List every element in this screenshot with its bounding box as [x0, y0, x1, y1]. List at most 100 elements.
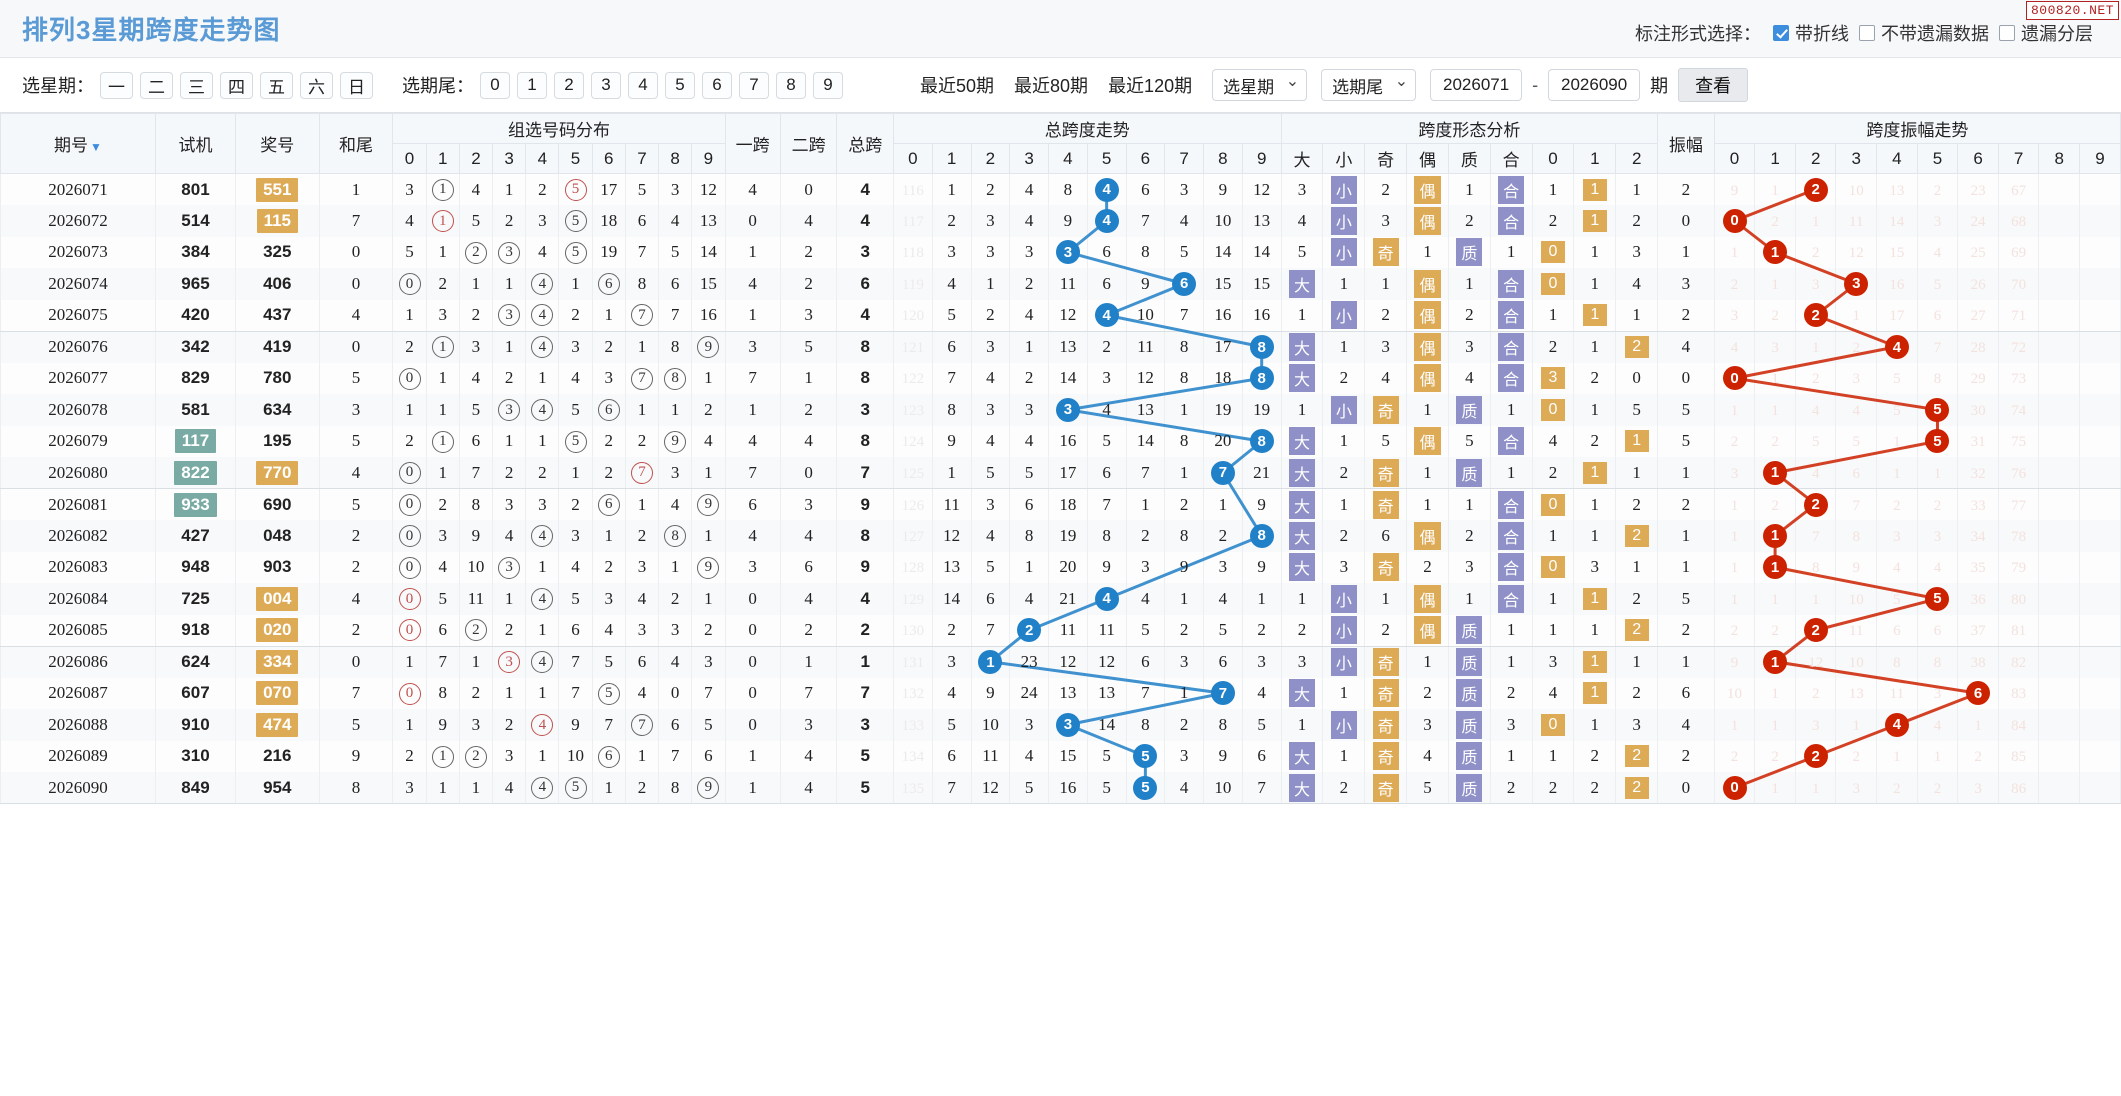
cell-zhenfu-dot: 2	[1794, 173, 1837, 205]
cell-xingtai: 4	[1615, 268, 1659, 300]
table-row[interactable]: 2026072 514 115 7 4 1 5 2 3 5 18 6 4 13 0 4 4 117 2 3 4 9 4 7 4 1…	[0, 205, 2121, 237]
tail-pill-8[interactable]: 8	[776, 71, 806, 99]
checkbox-no-missing-data[interactable]	[1859, 25, 1875, 41]
week-pill-1[interactable]: 一	[100, 71, 133, 99]
tail-pill-9[interactable]: 9	[813, 71, 843, 99]
table-row[interactable]: 2026090 849 954 8 3 1 1 4 4 5 1 2 8 9 1 4 5 135 7 12 5 16 5 5 4 1…	[0, 772, 2121, 804]
shape-chip: 质	[1456, 648, 1483, 676]
week-pill-5[interactable]: 五	[260, 71, 293, 99]
table-row[interactable]: 2026081 933 690 5 0 2 8 3 3 2 6 1 4 9 6 3 9 126 11 3 6 18 7 1 2 1…	[0, 488, 2121, 520]
cell-trend-miss: 3	[931, 236, 972, 268]
table-row[interactable]: 2026076 342 419 0 2 1 3 1 4 3 2 1 8 9 3 5 8 121 6 3 1 13 2 11 8 1…	[0, 331, 2121, 363]
cell-zuxuan-miss: 2	[691, 614, 726, 647]
checkbox-missing-layers[interactable]	[1999, 25, 2015, 41]
tail-pill-5[interactable]: 5	[665, 71, 695, 99]
table-row[interactable]: 2026071 801 551 1 3 1 4 1 2 5 17 5 3 12 4 0 4 116 1 2 4 8 4 6 3 9…	[0, 173, 2121, 205]
table-row[interactable]: 2026078 581 634 3 1 1 5 3 4 5 6 1 1 2 1 2 3 123 8 3 3 3 4 13 1 19…	[0, 394, 2121, 426]
cell-qihao: 2026084	[0, 583, 156, 615]
table-row[interactable]: 2026075 420 437 4 1 3 2 3 4 2 1 7 7 16 1 3 4 120 5 2 4 12 4 10 7…	[0, 299, 2121, 332]
range-end-input[interactable]	[1548, 69, 1641, 101]
cell-zhenfu-miss: 8	[1916, 362, 1959, 394]
option-missing-layers[interactable]: 遗漏分层	[1999, 20, 2093, 46]
table-row[interactable]: 2026089 310 216 9 2 1 2 3 1 10 6 1 7 6 1 4 5 134 6 11 4 15 5 5 3…	[0, 740, 2121, 772]
shape-chip: 1	[1582, 209, 1607, 232]
tail-pill-6[interactable]: 6	[702, 71, 732, 99]
cell-trend-miss: 6	[970, 583, 1011, 615]
tail-select[interactable]: 选期尾	[1321, 69, 1417, 101]
checkbox-with-polyline[interactable]	[1773, 25, 1789, 41]
table-row[interactable]: 2026085 918 020 2 0 6 2 2 1 6 4 3 3 2 0 2 2 130 2 7 2 11 11 5 2 5…	[0, 614, 2121, 647]
table-row[interactable]: 2026087 607 070 7 0 8 2 1 1 7 5 4 0 7 0 7 7 132 4 9 24 13 13 7 1…	[0, 677, 2121, 709]
cell-zhenfu-miss: 35	[1957, 551, 1999, 583]
tail-pill-0[interactable]: 0	[480, 71, 510, 99]
cell-jianghao: 325	[234, 236, 320, 268]
tail-pill-3[interactable]: 3	[591, 71, 621, 99]
view-button[interactable]: 查看	[1678, 68, 1749, 102]
cell-trend-miss: 126	[893, 488, 933, 520]
cell-ou: 偶	[1406, 614, 1449, 647]
table-row[interactable]: 2026088 910 474 5 1 9 3 2 4 9 7 7 6 5 0 3 3 133 5 10 3 3 14 8 2 8…	[0, 709, 2121, 741]
week-pill-4[interactable]: 四	[220, 71, 253, 99]
range-start-input[interactable]	[1430, 69, 1523, 101]
tail-pill-1[interactable]: 1	[517, 71, 547, 99]
option-with-polyline[interactable]: 带折线	[1773, 20, 1849, 46]
tail-pill-2[interactable]: 2	[554, 71, 584, 99]
cell-zuxuan-miss: 1	[691, 583, 726, 615]
cell-zhenfu-dot: 2	[1794, 740, 1837, 772]
zuxuan-ball: 0	[398, 273, 421, 295]
th-qihao[interactable]: 期号 ▼	[0, 113, 156, 174]
table-row[interactable]: 2026074 965 406 0 0 2 1 1 4 1 6 8 6 15 4 2 6 119 4 1 2 11 6 9 6 1…	[0, 268, 2121, 300]
cell-zhenfu-miss: 2	[1754, 425, 1796, 457]
week-pill-2[interactable]: 二	[140, 71, 173, 99]
sort-arrow-icon[interactable]: ▼	[90, 140, 102, 154]
cell-zongkua: 9	[836, 551, 895, 583]
cell-zhenfu-miss: 1	[1794, 205, 1837, 237]
cell-trend-miss: 2	[1164, 488, 1205, 520]
trend-dot-blue: 5	[1133, 744, 1158, 769]
table-row[interactable]: 2026086 624 334 0 1 7 1 3 4 7 5 6 4 3 0 1 1 131 3 1 23 12 12 6 3…	[0, 646, 2121, 678]
zuxuan-ball: 3	[498, 556, 521, 579]
cell-shiji: 801	[155, 173, 236, 205]
cell-xingtai: 0	[1615, 362, 1659, 394]
tail-pill-7[interactable]: 7	[739, 71, 769, 99]
cell-trend-dot: 3	[1048, 709, 1088, 741]
week-pill-6[interactable]: 六	[300, 71, 333, 99]
th-zuxuan-5: 5	[558, 143, 593, 174]
week-pill-3[interactable]: 三	[180, 71, 213, 99]
week-pill-7[interactable]: 日	[340, 71, 373, 99]
cell-trend-miss: 5	[970, 551, 1011, 583]
table-row[interactable]: 2026073 384 325 0 5 1 2 3 4 5 19 7 5 14 1 2 3 118 3 3 3 3 6 8 5 1…	[0, 236, 2121, 268]
shape-chip: 合	[1498, 333, 1525, 361]
cell-zongkua: 1	[836, 646, 895, 678]
recent-80-link[interactable]: 最近80期	[1014, 76, 1089, 96]
recent-120-link[interactable]: 最近120期	[1108, 76, 1193, 96]
cell-trend-miss: 120	[893, 299, 933, 332]
th-zuxuan-0: 0	[392, 143, 427, 174]
cell-zhenfu-miss: 2	[1754, 740, 1796, 772]
option-no-missing-data[interactable]: 不带遗漏数据	[1859, 20, 1989, 46]
cell-zuxuan-miss: 4	[458, 362, 494, 394]
table-row[interactable]: 2026079 117 195 5 2 1 6 1 1 5 2 2 9 4 4 4 8 124 9 4 4 16 5 14 8 2…	[0, 425, 2121, 457]
table-row[interactable]: 2026082 427 048 2 0 3 9 4 4 3 1 2 8 1 4 4 8 127 12 4 8 19 8 2 8 2…	[0, 520, 2121, 552]
cell-ou: 1	[1406, 394, 1449, 426]
table-row[interactable]: 2026077 829 780 5 0 1 4 2 1 4 3 7 8 1 7 1 8 122 7 4 2 14 3 12 8 1…	[0, 362, 2121, 394]
cell-zhenfu-miss: 3	[1713, 457, 1756, 489]
cell-xingtai: 3	[1615, 709, 1659, 741]
cell-erkua: 4	[779, 740, 838, 772]
week-select[interactable]: 选星期	[1212, 69, 1308, 101]
th-zhenfu-3: 3	[1835, 143, 1878, 174]
cell-trend-miss: 128	[893, 551, 933, 583]
cell-zuxuan-miss: 1	[624, 488, 660, 520]
table-row[interactable]: 2026084 725 004 4 0 5 11 1 4 5 3 4 2 1 0 4 4 129 14 6 4 21 4 4 1…	[0, 583, 2121, 615]
tail-pill-4[interactable]: 4	[628, 71, 658, 99]
shape-chip: 大	[1289, 490, 1316, 519]
table-row[interactable]: 2026080 822 770 4 0 1 7 2 2 1 2 7 3 1 7 0 7 125 1 5 5 17 6 7 1 7 2…	[0, 457, 2121, 489]
table-row[interactable]: 2026083 948 903 2 0 4 10 3 1 4 2 3 1 9 3 6 9 128 13 5 1 20 9 3 9…	[0, 551, 2121, 583]
cell-zhenfu-miss: 13	[1835, 677, 1878, 709]
cell-zuxuan-miss: 9	[425, 709, 460, 741]
cell-zongkua: 6	[836, 268, 895, 300]
recent-50-link[interactable]: 最近50期	[920, 76, 995, 96]
cell-yikua: 0	[724, 677, 781, 709]
cell-he: 1	[1489, 740, 1533, 772]
zuxuan-ball: 4	[531, 525, 554, 547]
